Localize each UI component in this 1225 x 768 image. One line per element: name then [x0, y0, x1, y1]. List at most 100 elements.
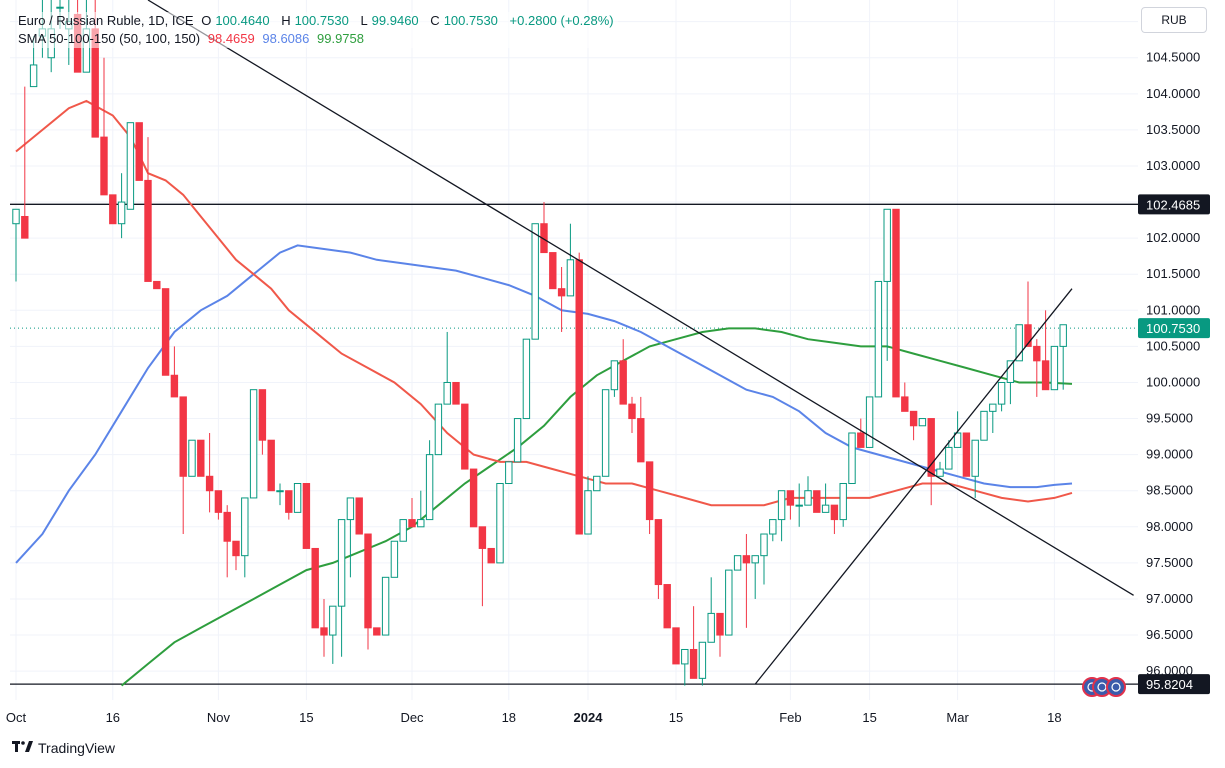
- y-tick-label: 96.5000: [1146, 627, 1193, 642]
- y-tick-label: 98.0000: [1146, 519, 1193, 534]
- candle-body: [1033, 345, 1041, 362]
- candle: [425, 440, 434, 521]
- sma50-line: [15, 99, 1073, 507]
- candle: [997, 381, 1006, 412]
- event-marker-icon: [1106, 677, 1126, 697]
- candle-body: [804, 490, 812, 506]
- candle-body: [663, 584, 671, 629]
- candle: [381, 576, 390, 636]
- candle-body: [681, 648, 689, 665]
- candle: [804, 476, 812, 506]
- candle-body: [29, 64, 38, 88]
- candle-body: [566, 259, 575, 297]
- tradingview-brand[interactable]: TradingView: [38, 740, 116, 756]
- currency-button[interactable]: RUB: [1141, 7, 1207, 33]
- close-label: C: [430, 13, 440, 28]
- candle-body: [786, 490, 795, 506]
- candle: [346, 497, 355, 578]
- candle-body: [320, 627, 328, 636]
- candle: [821, 483, 830, 513]
- candle-body: [883, 208, 891, 282]
- candle-body: [795, 504, 803, 507]
- candle-body: [953, 432, 962, 448]
- y-tick-label: 104.0000: [1146, 86, 1200, 101]
- candle-body: [918, 418, 927, 427]
- y-tick-label: 103.5000: [1146, 122, 1200, 137]
- candle-body: [12, 208, 20, 225]
- candle: [170, 346, 179, 398]
- price-label-box: [1138, 318, 1210, 339]
- y-tick-label: 102.0000: [1146, 230, 1200, 245]
- candle: [610, 360, 619, 397]
- candle: [258, 389, 267, 455]
- candle: [953, 411, 962, 448]
- candle: [496, 483, 504, 564]
- sma-row: SMA 50-100-150 (50, 100, 150) 98.4659 98…: [18, 30, 618, 48]
- candle-body: [144, 179, 152, 282]
- candle-body: [170, 374, 179, 398]
- candle: [901, 382, 909, 412]
- candle-body: [980, 410, 988, 441]
- candle-body: [716, 612, 724, 636]
- candle-body: [135, 122, 143, 181]
- candle: [373, 627, 381, 636]
- candle-body: [179, 396, 187, 477]
- candle: [557, 267, 566, 332]
- candle: [329, 605, 337, 664]
- candle: [100, 57, 108, 196]
- candle: [945, 440, 953, 470]
- candle-body: [496, 483, 504, 564]
- candle-body: [628, 403, 636, 420]
- candle: [461, 403, 469, 470]
- candle-body: [813, 490, 821, 513]
- x-tick-label: Nov: [207, 710, 231, 725]
- sma100-line: [15, 244, 1073, 564]
- candle: [918, 418, 927, 427]
- candle-body: [865, 396, 874, 448]
- candle-body: [249, 389, 258, 499]
- sma-label[interactable]: SMA 50-100-150 (50, 100, 150): [18, 31, 201, 46]
- candle: [989, 403, 997, 433]
- trend-line: [147, 0, 1134, 596]
- candle: [161, 288, 170, 376]
- x-tick-label: 18: [1047, 710, 1061, 725]
- y-tick-label: 100.0000: [1146, 374, 1200, 389]
- candle-body: [513, 418, 522, 463]
- candle-body: [232, 540, 240, 557]
- candle: [293, 483, 302, 513]
- candle-body: [698, 641, 707, 679]
- candle: [716, 612, 724, 657]
- candle: [109, 194, 117, 225]
- candle: [874, 280, 883, 398]
- candle-body: [936, 468, 944, 477]
- candle-body: [434, 403, 443, 456]
- candle: [399, 519, 407, 542]
- low-label: L: [360, 13, 368, 28]
- candle: [883, 208, 891, 361]
- ohlc-row: Euro / Russian Ruble, 1D, ICE O 100.4640 …: [18, 12, 618, 30]
- sma50-value: 98.4659: [207, 31, 255, 46]
- candle: [830, 504, 839, 535]
- candle-body: [153, 280, 161, 290]
- candle: [663, 584, 671, 629]
- y-tick-label: 100.5000: [1146, 338, 1200, 353]
- candle-body: [258, 389, 267, 441]
- candle: [276, 483, 284, 506]
- candle: [777, 490, 786, 542]
- candle-body: [21, 215, 29, 239]
- candle: [126, 122, 135, 210]
- candle: [390, 540, 399, 578]
- candle: [12, 208, 20, 282]
- candle: [311, 547, 319, 629]
- candle-body: [777, 490, 786, 521]
- candle-body: [909, 410, 918, 427]
- candle-body: [751, 555, 759, 564]
- y-tick-label: 98.5000: [1146, 483, 1193, 498]
- candle-body: [672, 627, 680, 665]
- open-value: 100.4640: [215, 13, 270, 28]
- candle-body: [1050, 345, 1059, 391]
- candle-body: [540, 223, 548, 254]
- candle: [364, 533, 372, 650]
- symbol-title[interactable]: Euro / Russian Ruble, 1D, ICE: [18, 13, 194, 28]
